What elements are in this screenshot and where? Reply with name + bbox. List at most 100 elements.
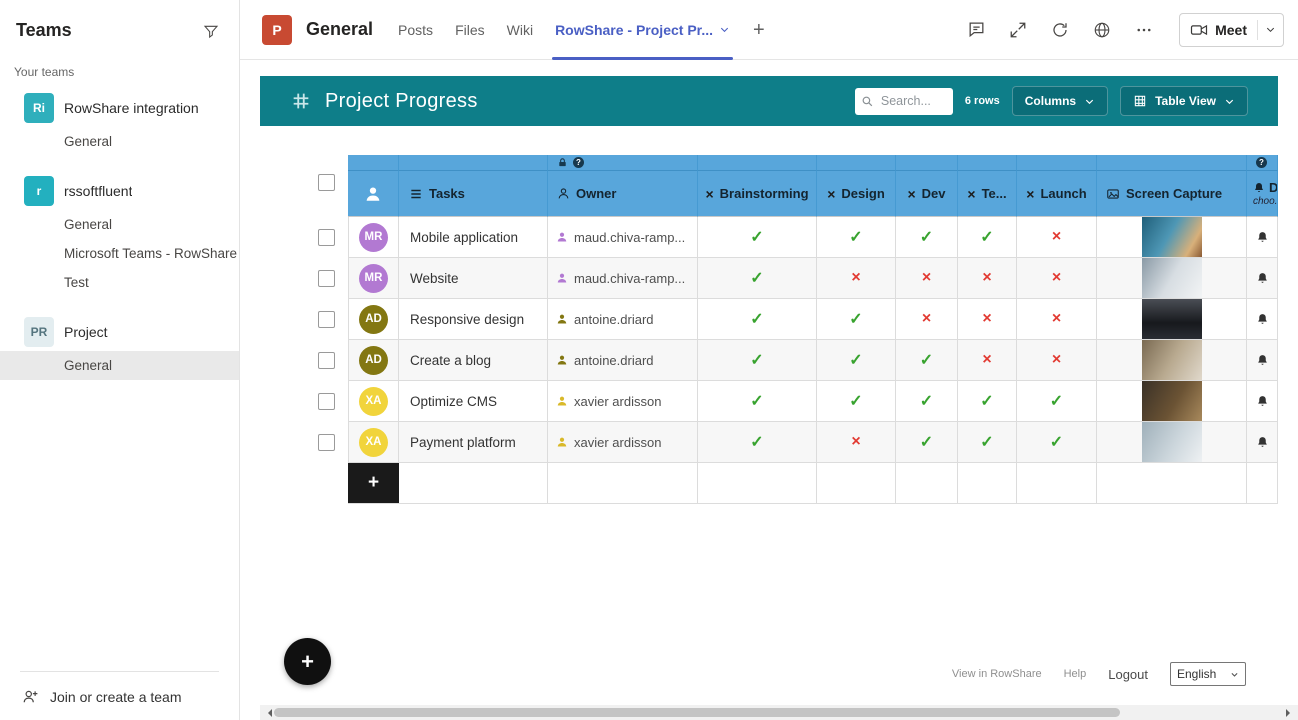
status-cell-design[interactable]: ✓ <box>817 299 896 340</box>
table-view-button[interactable]: Table View <box>1120 86 1248 116</box>
join-create-team-button[interactable]: Join or create a team <box>0 688 239 706</box>
help-icon[interactable]: ? <box>573 157 584 168</box>
status-cell-brainstorming[interactable]: ✓ <box>698 422 817 463</box>
meet-dropdown-chevron[interactable] <box>1258 24 1283 35</box>
task-cell[interactable]: Payment platform <box>399 422 548 463</box>
status-cell-dev[interactable]: ✓ <box>896 217 958 258</box>
status-cell-brainstorming[interactable]: ✓ <box>698 299 817 340</box>
column-header-tasks[interactable]: Tasks <box>399 171 548 217</box>
tab-posts[interactable]: Posts <box>398 21 434 38</box>
column-header-avatar[interactable] <box>348 171 399 217</box>
scrollbar-thumb[interactable] <box>274 708 1120 717</box>
screenshot-thumbnail[interactable] <box>1141 217 1202 257</box>
row-checkbox[interactable] <box>318 229 335 246</box>
globe-icon[interactable] <box>1087 15 1117 45</box>
screenshot-thumbnail[interactable] <box>1141 340 1202 380</box>
status-cell-test[interactable]: ✓ <box>958 217 1017 258</box>
status-cell-design[interactable]: ✓ <box>817 340 896 381</box>
logout-link[interactable]: Logout <box>1108 666 1148 682</box>
status-cell-launch[interactable]: × <box>1017 217 1097 258</box>
select-all-checkbox[interactable] <box>318 174 335 191</box>
status-cell-design[interactable]: × <box>817 422 896 463</box>
row-checkbox[interactable] <box>318 311 335 328</box>
expand-icon[interactable] <box>1003 15 1033 45</box>
screenshot-thumbnail[interactable] <box>1141 258 1202 298</box>
meet-button[interactable]: Meet <box>1179 12 1284 47</box>
reminder-cell[interactable] <box>1247 381 1278 422</box>
conversation-icon[interactable] <box>961 15 991 45</box>
channel-item-general-selected[interactable]: General <box>0 351 239 380</box>
search-input[interactable] <box>878 93 951 109</box>
channel-item-ms-teams-rowshare[interactable]: Microsoft Teams - RowShare <box>64 246 238 261</box>
status-cell-test[interactable]: × <box>958 340 1017 381</box>
column-header-screen-capture[interactable]: Screen Capture <box>1097 171 1247 217</box>
view-in-rowshare-link[interactable]: View in RowShare <box>951 668 1042 680</box>
reminder-cell[interactable] <box>1247 217 1278 258</box>
row-checkbox[interactable] <box>318 434 335 451</box>
task-cell[interactable]: Create a blog <box>399 340 548 381</box>
status-cell-dev[interactable]: ✓ <box>896 381 958 422</box>
owner-cell[interactable]: antoine.driard <box>548 340 698 381</box>
meet-button-main[interactable]: Meet <box>1180 21 1257 39</box>
channel-item-general[interactable]: General <box>64 134 113 149</box>
scroll-left-arrow[interactable] <box>264 708 272 717</box>
tab-files[interactable]: Files <box>455 21 485 38</box>
reminder-cell[interactable] <box>1247 422 1278 463</box>
owner-cell[interactable]: antoine.driard <box>548 299 698 340</box>
language-select[interactable]: English <box>1170 662 1246 686</box>
status-cell-launch[interactable]: ✓ <box>1017 422 1097 463</box>
screen-capture-cell[interactable] <box>1097 258 1247 299</box>
team-item-rssoftfluent[interactable]: r rssoftfluent <box>0 172 239 210</box>
horizontal-scrollbar[interactable] <box>260 705 1298 720</box>
column-header-dev[interactable]: × Dev <box>896 171 958 217</box>
add-row-fab[interactable]: + <box>284 638 331 685</box>
screen-capture-cell[interactable] <box>1097 217 1247 258</box>
owner-cell[interactable]: maud.chiva-ramp... <box>548 217 698 258</box>
add-tab-button[interactable]: + <box>753 18 765 41</box>
search-box[interactable] <box>854 87 953 115</box>
tab-rowshare-active[interactable]: RowShare - Project Pr... <box>544 0 741 60</box>
channel-item-test[interactable]: Test <box>64 275 89 290</box>
filter-icon[interactable] <box>203 23 219 39</box>
status-cell-test[interactable]: × <box>958 299 1017 340</box>
column-header-launch[interactable]: × Launch <box>1017 171 1097 217</box>
row-checkbox[interactable] <box>318 270 335 287</box>
owner-cell[interactable]: xavier ardisson <box>548 422 698 463</box>
task-cell[interactable]: Website <box>399 258 548 299</box>
column-header-owner[interactable]: Owner <box>548 171 698 217</box>
status-cell-test[interactable]: ✓ <box>958 422 1017 463</box>
column-header-documents[interactable]: D... choo... <box>1247 171 1278 217</box>
help-link[interactable]: Help <box>1063 668 1087 680</box>
screen-capture-cell[interactable] <box>1097 340 1247 381</box>
owner-cell[interactable]: xavier ardisson <box>548 381 698 422</box>
screenshot-thumbnail[interactable] <box>1141 299 1202 339</box>
screenshot-thumbnail[interactable] <box>1141 381 1202 421</box>
add-row-button[interactable]: + <box>348 463 399 504</box>
status-cell-test[interactable]: ✓ <box>958 381 1017 422</box>
status-cell-design[interactable]: × <box>817 258 896 299</box>
status-cell-launch[interactable]: ✓ <box>1017 381 1097 422</box>
column-header-brainstorming[interactable]: × Brainstorming <box>698 171 817 217</box>
column-header-test[interactable]: × Te... <box>958 171 1017 217</box>
status-cell-dev[interactable]: × <box>896 258 958 299</box>
status-cell-design[interactable]: ✓ <box>817 217 896 258</box>
status-cell-test[interactable]: × <box>958 258 1017 299</box>
status-cell-brainstorming[interactable]: ✓ <box>698 340 817 381</box>
status-cell-launch[interactable]: × <box>1017 299 1097 340</box>
status-cell-launch[interactable]: × <box>1017 258 1097 299</box>
row-checkbox[interactable] <box>318 352 335 369</box>
help-icon[interactable]: ? <box>1256 157 1267 168</box>
status-cell-dev[interactable]: ✓ <box>896 422 958 463</box>
row-checkbox[interactable] <box>318 393 335 410</box>
status-cell-dev[interactable]: × <box>896 299 958 340</box>
screenshot-thumbnail[interactable] <box>1141 422 1202 462</box>
tab-wiki[interactable]: Wiki <box>506 21 534 38</box>
column-header-design[interactable]: × Design <box>817 171 896 217</box>
status-cell-brainstorming[interactable]: ✓ <box>698 258 817 299</box>
task-cell[interactable]: Optimize CMS <box>399 381 548 422</box>
team-item-project[interactable]: PR Project <box>0 313 239 351</box>
reminder-cell[interactable] <box>1247 340 1278 381</box>
screen-capture-cell[interactable] <box>1097 422 1247 463</box>
status-cell-brainstorming[interactable]: ✓ <box>698 217 817 258</box>
columns-button[interactable]: Columns <box>1011 86 1109 116</box>
